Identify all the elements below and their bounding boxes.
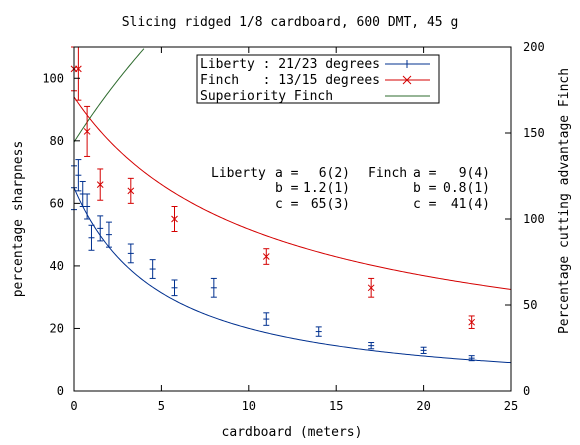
y2-tick-label: 0 — [523, 384, 530, 398]
y-tick-label: 80 — [50, 134, 64, 148]
fit-finch-c: 41(4) — [451, 197, 490, 212]
x-tick-label: 20 — [416, 399, 430, 413]
fit-liberty-b-key: b = — [275, 181, 299, 196]
fit-liberty-a: 6(2) — [319, 166, 350, 181]
data-point-mark — [127, 187, 135, 195]
fit-curve-liberty — [73, 187, 512, 364]
fit-liberty-c: 65(3) — [311, 197, 350, 212]
data-point-finch — [96, 181, 104, 188]
y2-axis-label: Percentage cutting advantage Finch — [557, 68, 572, 334]
data-point-finch — [171, 215, 178, 223]
data-point-finch — [367, 284, 375, 292]
fit-finch-c-key: c = — [413, 197, 437, 212]
y2-tick-label: 200 — [523, 40, 545, 54]
fit-liberty-a-key: a = — [275, 166, 299, 181]
y2-tick-label: 150 — [523, 126, 545, 140]
data-point-finch — [468, 318, 476, 326]
y2-tick-label: 50 — [523, 298, 537, 312]
x-tick-label: 5 — [158, 399, 165, 413]
data-point-finch — [262, 253, 270, 260]
data-point-mark — [75, 65, 82, 73]
y-tick-label: 60 — [50, 196, 64, 210]
data-point-mark — [367, 284, 375, 292]
curves-layer — [73, 48, 512, 364]
data-point-mark — [468, 318, 476, 326]
data-point-mark — [83, 128, 91, 135]
x-tick-label: 10 — [242, 399, 256, 413]
superiority-curve — [73, 48, 145, 143]
data-point-mark — [171, 215, 178, 223]
y-tick-label: 0 — [57, 384, 64, 398]
fit-finch-a: 9(4) — [459, 166, 490, 181]
data-point-finch — [127, 187, 135, 195]
x-axis-label: cardboard (meters) — [222, 425, 363, 440]
x-tick-label: 0 — [70, 399, 77, 413]
fit-finch-b: 0.8(1) — [443, 181, 490, 196]
fit-liberty-name: Liberty — [211, 166, 266, 181]
y-tick-label: 40 — [50, 259, 64, 273]
fit-liberty-b: 1.2(1) — [303, 181, 350, 196]
chart-title: Slicing ridged 1/8 cardboard, 600 DMT, 4… — [122, 15, 459, 30]
legend-marker-finch-cross — [402, 75, 412, 85]
legend-label-finch: Finch : 13/15 degrees — [200, 73, 380, 88]
fit-finch-name: Finch — [368, 166, 407, 181]
x-tick-label: 25 — [504, 399, 518, 413]
data-point-mark — [96, 181, 104, 188]
legend-box — [196, 54, 440, 104]
fit-finch-b-key: b = — [413, 181, 437, 196]
fit-liberty-c-key: c = — [275, 197, 299, 212]
fit-finch-a-key: a = — [413, 166, 437, 181]
legend: Liberty : 21/23 degrees Finch : 13/15 de… — [196, 54, 440, 104]
fit-params: Liberty a = 6(2) b = 1.2(1) c = 65(3) Fi… — [211, 166, 490, 212]
y-tick-label: 100 — [42, 71, 64, 85]
legend-label-superiority: Superiority Finch — [200, 89, 333, 104]
fit-curve-finch — [73, 96, 512, 290]
y-tick-label: 20 — [50, 321, 64, 335]
data-point-finch — [83, 128, 91, 135]
y2-tick-label: 100 — [523, 212, 545, 226]
legend-label-liberty: Liberty : 21/23 degrees — [200, 57, 380, 72]
y-axis-label: percentage sharpness — [11, 141, 26, 298]
ticks-layer: 0 5 10 15 20 25 0 20 40 60 80 100 0 50 100 150 200 — [42, 40, 544, 413]
x-tick-label: 15 — [329, 399, 343, 413]
data-point-finch — [75, 65, 82, 73]
data-point-mark — [262, 253, 270, 260]
